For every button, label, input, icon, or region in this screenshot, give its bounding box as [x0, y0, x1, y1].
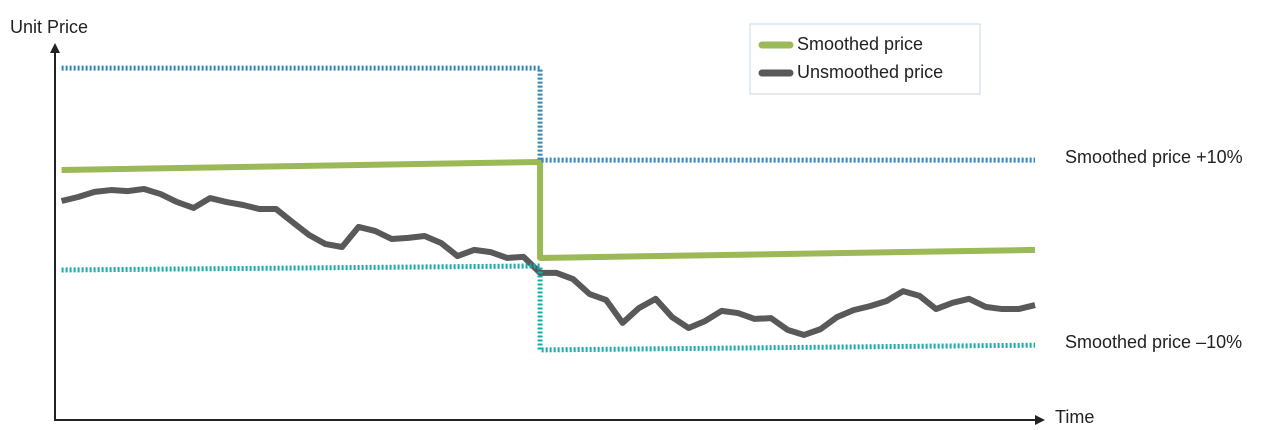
- price-line: [60, 185, 1036, 338]
- y-axis-label: Unit Price: [10, 17, 88, 37]
- band-line: [61, 263, 1036, 353]
- legend-label: Unsmoothed price: [797, 62, 943, 82]
- band-label: Smoothed price +10%: [1065, 147, 1243, 167]
- legend-box: [749, 23, 981, 95]
- band-line: [61, 65, 1036, 163]
- legend-label: Smoothed price: [797, 34, 923, 54]
- band-label: Smoothed price –10%: [1065, 332, 1242, 352]
- price-line: [61, 158, 1036, 261]
- x-axis-label: Time: [1055, 407, 1094, 427]
